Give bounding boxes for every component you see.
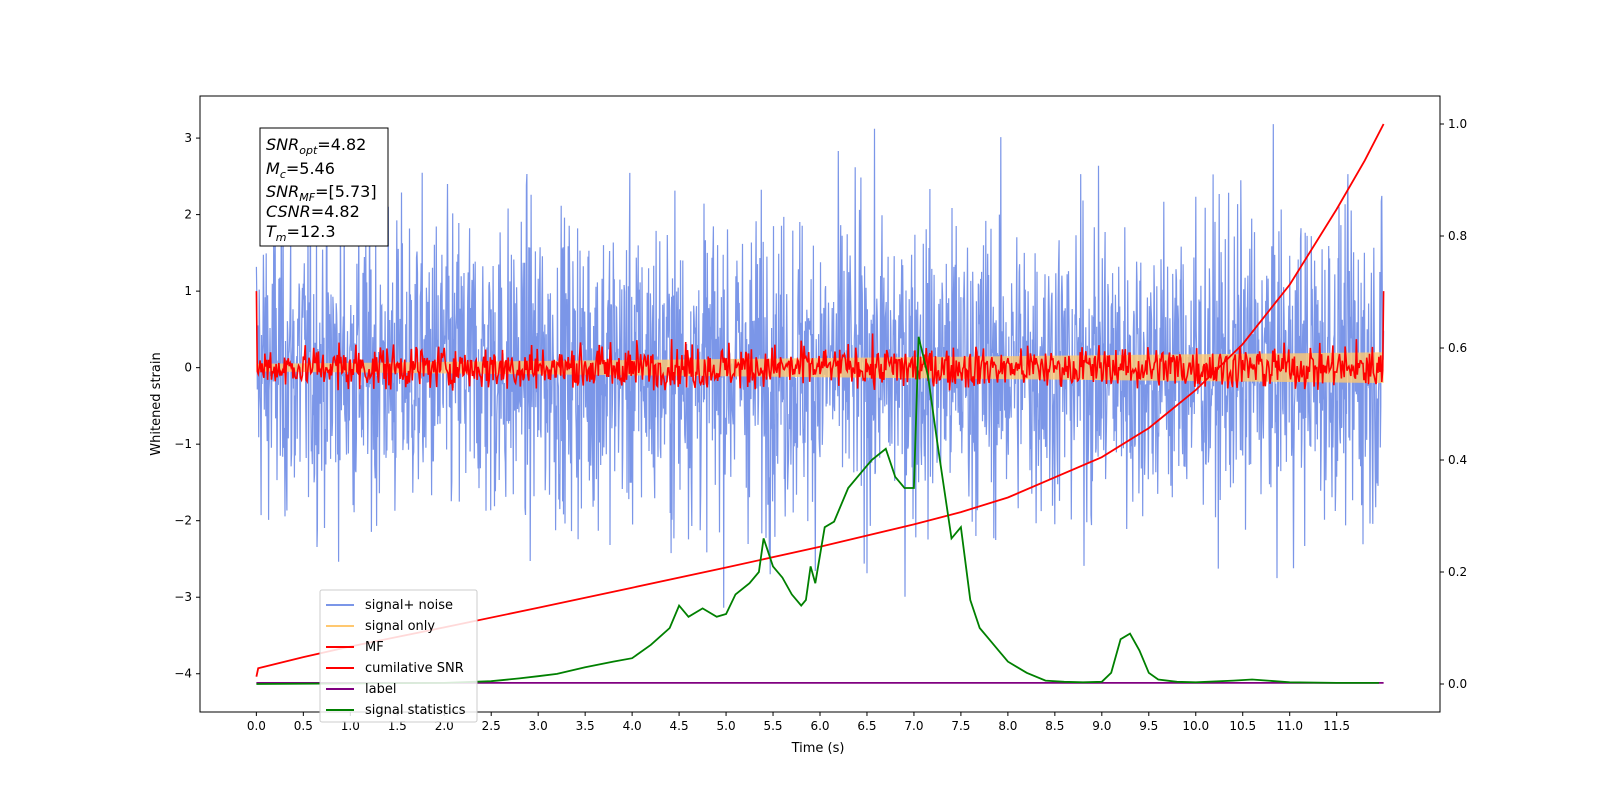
- y2-tick-label: 0.0: [1448, 677, 1467, 691]
- x-axis-label: Time (s): [791, 741, 845, 756]
- legend-label: signal+ noise: [365, 598, 453, 613]
- legend: signal+ noise signal only MF cumilative …: [319, 589, 478, 723]
- x-tick-label: 7.0: [904, 719, 923, 733]
- x-tick-label: 10.0: [1182, 719, 1209, 733]
- x-tick-label: 8.5: [1045, 719, 1064, 733]
- x-tick-label: 3.5: [576, 719, 595, 733]
- x-tick-label: 11.5: [1323, 719, 1350, 733]
- legend-item-mf: MF: [326, 640, 384, 655]
- x-tick-label: 7.5: [951, 719, 970, 733]
- series-mf: [255, 291, 1385, 391]
- x-tick-label: 0.5: [294, 719, 313, 733]
- annotation-line-1: SNRopt=4.82: [266, 135, 366, 157]
- annotation-line-4: CSNR=4.82: [266, 202, 360, 221]
- x-tick-label: 6.5: [857, 719, 876, 733]
- y2-tick-label: 0.6: [1448, 341, 1467, 355]
- legend-label: MF: [365, 640, 384, 655]
- x-tick-label: 5.0: [717, 719, 736, 733]
- y2-tick-label: 0.8: [1448, 229, 1467, 243]
- annotation-line-3: SNRMF=[5.73]: [266, 182, 377, 204]
- annotation-line-2: Mc=5.46: [266, 159, 335, 181]
- x-tick-label: 0.0: [247, 719, 266, 733]
- y2-tick-label: 0.4: [1448, 453, 1467, 467]
- annotation-box: SNRopt=4.82 Mc=5.46 SNRMF=[5.73] CSNR=4.…: [259, 127, 389, 247]
- legend-item-cumulative-snr: cumilative SNR: [326, 661, 464, 676]
- legend-item-label: label: [326, 682, 396, 697]
- legend-item-signal-only: signal only: [326, 619, 435, 634]
- y-tick-label: −2: [174, 514, 192, 528]
- x-tick-label: 9.5: [1139, 719, 1158, 733]
- series-signal-noise: [255, 124, 1385, 608]
- legend-label: label: [365, 682, 396, 697]
- x-tick-label: 5.5: [763, 719, 782, 733]
- y-tick-label: 2: [184, 208, 192, 222]
- y-tick-label: 3: [184, 131, 192, 145]
- legend-item-signal-statistics: signal statistics: [326, 703, 466, 718]
- y-tick-label: −3: [174, 590, 192, 604]
- y-tick-label: 1: [184, 284, 192, 298]
- x-tick-label: 10.5: [1229, 719, 1256, 733]
- x-tick-label: 4.0: [623, 719, 642, 733]
- y-tick-label: 0: [184, 361, 192, 375]
- x-tick-label: 8.0: [998, 719, 1017, 733]
- legend-label: signal only: [365, 619, 435, 634]
- y2-tick-label: 0.2: [1448, 565, 1467, 579]
- legend-label: signal statistics: [365, 703, 466, 718]
- x-tick-label: 2.5: [482, 719, 501, 733]
- y-tick-label: −4: [174, 667, 192, 681]
- y-tick-label: −1: [174, 437, 192, 451]
- y-axis-label: Whitened strain: [149, 352, 164, 455]
- y2-tick-label: 1.0: [1448, 117, 1467, 131]
- x-tick-label: 9.0: [1092, 719, 1111, 733]
- x-tick-label: 3.0: [529, 719, 548, 733]
- legend-item-signal-noise: signal+ noise: [326, 598, 453, 613]
- annotation-line-5: Tm=12.3: [266, 222, 336, 244]
- series-signal-statistics: [256, 336, 1379, 685]
- x-tick-label: 4.5: [670, 719, 689, 733]
- x-tick-label: 11.0: [1276, 719, 1303, 733]
- legend-label: cumilative SNR: [365, 661, 464, 676]
- x-tick-label: 6.0: [810, 719, 829, 733]
